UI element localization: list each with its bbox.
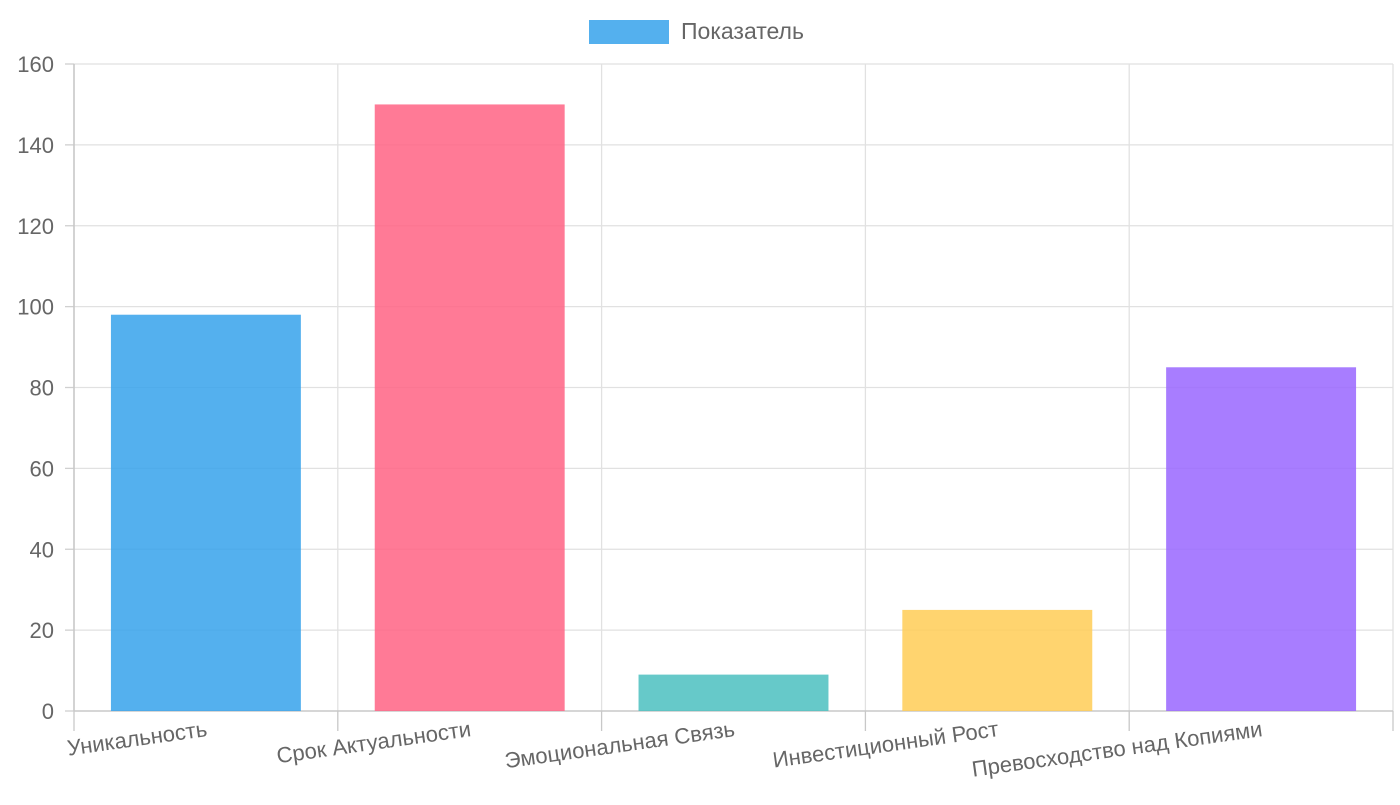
x-tick-label: Инвестиционный Рост (771, 716, 1000, 772)
bar[interactable] (638, 674, 829, 711)
y-tick-label: 0 (42, 699, 54, 724)
y-tick-label: 40 (30, 537, 54, 562)
x-tick-label: Уникальность (66, 716, 209, 760)
y-tick-label: 160 (17, 52, 54, 77)
y-tick-label: 60 (30, 456, 54, 481)
x-tick-label: Эмоциональная Связь (503, 716, 736, 773)
legend-label[interactable]: Показатель (681, 18, 804, 44)
x-tick-label: Срок Актуальности (275, 716, 473, 768)
y-tick-label: 100 (17, 295, 54, 320)
legend[interactable]: Показатель (589, 18, 804, 44)
legend-swatch[interactable] (589, 20, 669, 44)
y-tick-label: 80 (30, 376, 54, 401)
y-tick-label: 120 (17, 214, 54, 239)
y-tick-label: 140 (17, 133, 54, 158)
bar[interactable] (1166, 367, 1357, 711)
y-tick-labels: 0 20 40 60 80 100 120 140 160 (17, 52, 54, 724)
bar[interactable] (374, 104, 565, 711)
bar[interactable] (902, 609, 1093, 711)
y-tick-label: 20 (30, 618, 54, 643)
bar[interactable] (110, 314, 301, 711)
bars (110, 104, 1357, 711)
x-tick-label: Превосходство над Копиями (970, 716, 1264, 782)
x-tick-labels: Уникальность Срок Актуальности Эмоциональн… (66, 716, 1264, 782)
